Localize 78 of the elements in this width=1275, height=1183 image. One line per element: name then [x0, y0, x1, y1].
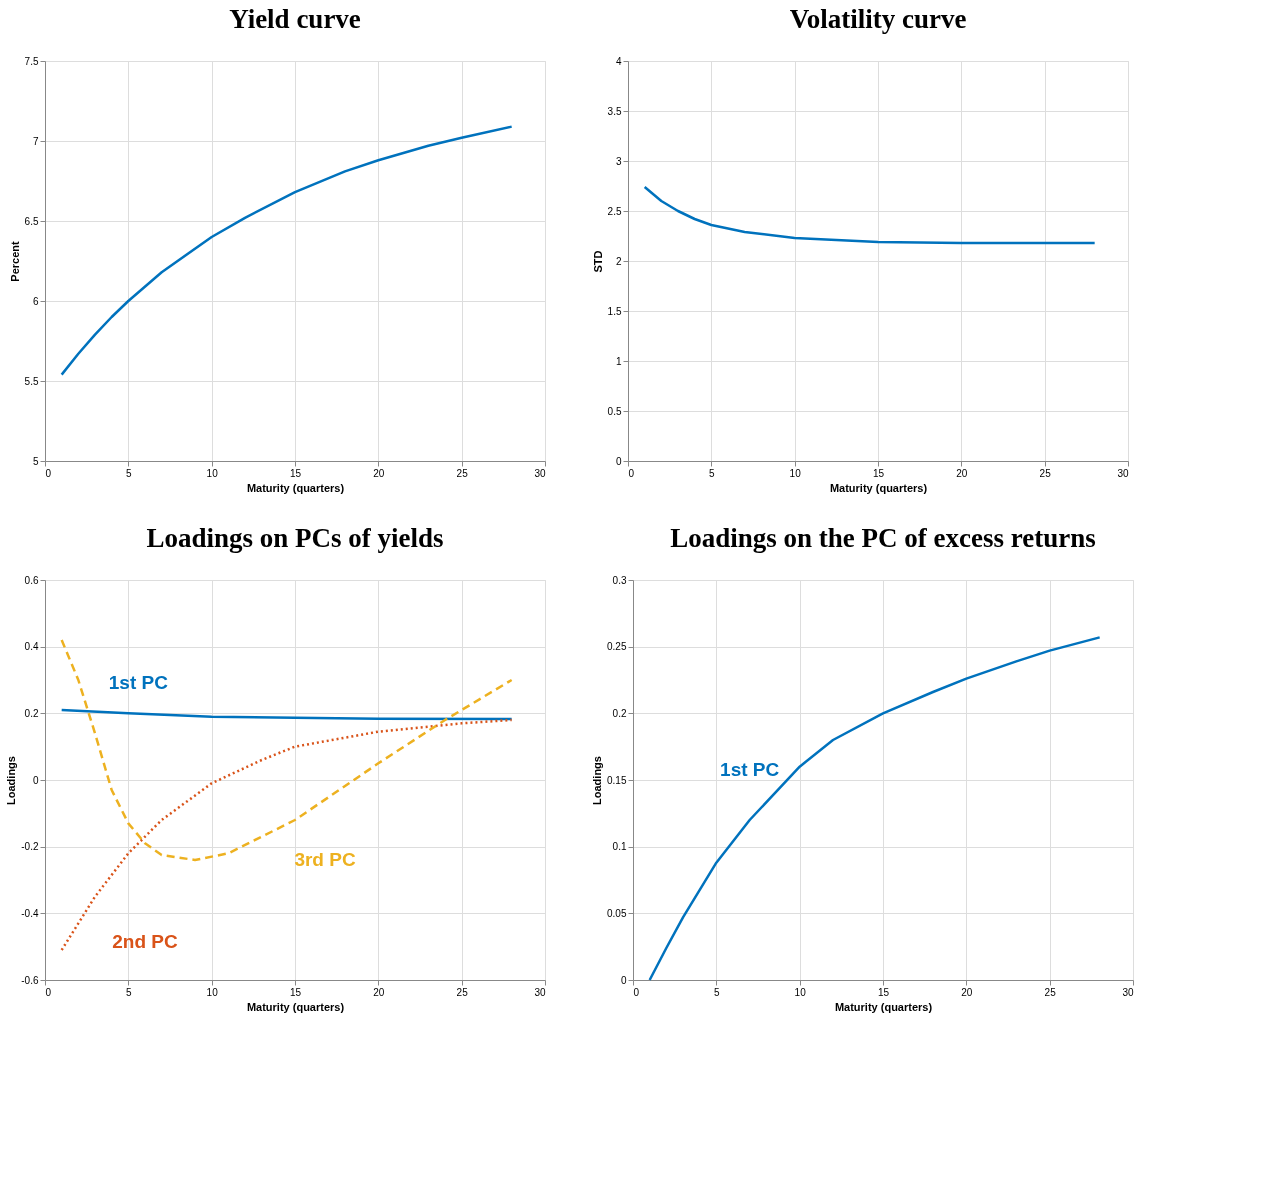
y-tick-label: 0.5 — [607, 405, 622, 417]
x-axis-title: Maturity (quarters) — [246, 481, 345, 494]
x-tick-label: 20 — [956, 467, 968, 479]
y-tick-label: 6 — [32, 295, 39, 307]
y-tick-label: 2 — [615, 255, 622, 267]
y-tick-label: -0.2 — [21, 841, 39, 853]
x-tick-label: 0 — [633, 986, 640, 998]
y-tick-label: 4 — [615, 55, 622, 67]
x-tick-label: 15 — [877, 986, 890, 998]
line-series — [60, 718, 513, 952]
x-tick-label: 0 — [45, 467, 52, 479]
line-series — [643, 185, 1096, 245]
y-tick-label: 3 — [615, 155, 622, 167]
y-axis-title: Loadings — [591, 756, 604, 805]
x-axis-title: Maturity (quarters) — [829, 481, 928, 494]
y-tick-label: 2.5 — [607, 205, 622, 217]
y-tick-label: 1 — [615, 355, 622, 367]
y-axis-title: Percent — [8, 240, 21, 282]
y-tick-label: 7 — [32, 135, 39, 147]
chart-title: Loadings on the PC of excess returns — [670, 523, 1096, 553]
y-axis-title: Loadings — [5, 756, 18, 805]
y-tick-label: 3.5 — [607, 105, 622, 117]
y-tick-label: -0.4 — [21, 907, 39, 919]
y-tick-label: 5.5 — [24, 375, 39, 387]
x-axis-title: Maturity (quarters) — [834, 1000, 933, 1013]
series-label: 3rd PC — [294, 849, 356, 870]
y-tick-label: 0 — [32, 774, 39, 786]
series-label: 2nd PC — [112, 930, 178, 952]
x-tick-label: 15 — [289, 467, 302, 479]
line-series — [60, 125, 513, 376]
x-tick-label: 5 — [126, 986, 133, 998]
x-tick-label: 15 — [289, 986, 302, 998]
y-tick-label: 0 — [615, 455, 622, 467]
y-tick-label: 0.6 — [24, 574, 39, 586]
x-tick-label: 10 — [789, 467, 802, 479]
x-tick-label: 25 — [456, 467, 469, 479]
x-tick-label: 25 — [1039, 467, 1052, 479]
y-tick-label: 0.25 — [607, 641, 627, 653]
y-tick-label: 0 — [620, 974, 627, 986]
y-tick-label: 0.2 — [24, 707, 39, 719]
x-tick-label: 30 — [534, 986, 546, 998]
y-tick-label: 5 — [32, 455, 39, 467]
y-tick-label: 1.5 — [607, 305, 622, 317]
chart-title: Yield curve — [229, 4, 361, 34]
y-axis-title: STD — [591, 250, 604, 273]
line-series — [60, 708, 513, 721]
y-tick-label: 0.15 — [607, 774, 627, 786]
line-series — [648, 636, 1101, 982]
x-tick-label: 0 — [628, 467, 635, 479]
x-tick-label: 25 — [456, 986, 469, 998]
x-tick-label: 30 — [1117, 467, 1129, 479]
chart-title: Loadings on PCs of yields — [146, 523, 444, 553]
chart-title: Volatility curve — [789, 4, 967, 34]
x-tick-label: 20 — [961, 986, 973, 998]
x-tick-label: 0 — [45, 986, 52, 998]
x-tick-label: 10 — [206, 467, 219, 479]
x-tick-label: 10 — [206, 986, 219, 998]
x-tick-label: 20 — [373, 467, 385, 479]
x-tick-label: 25 — [1044, 986, 1057, 998]
x-tick-label: 20 — [373, 986, 385, 998]
x-tick-label: 15 — [872, 467, 885, 479]
y-tick-label: 0.05 — [607, 907, 627, 919]
y-tick-label: 6.5 — [24, 215, 39, 227]
x-tick-label: 5 — [126, 467, 133, 479]
x-axis-title: Maturity (quarters) — [246, 1000, 345, 1013]
y-tick-label: 0.3 — [612, 574, 627, 586]
x-tick-label: 5 — [714, 986, 721, 998]
y-tick-label: 0.4 — [24, 641, 39, 653]
y-tick-label: 0.2 — [612, 707, 627, 719]
y-tick-label: -0.6 — [21, 974, 39, 986]
x-tick-label: 30 — [534, 467, 546, 479]
y-tick-label: 0.1 — [612, 841, 627, 853]
series-label: 1st PC — [720, 759, 780, 780]
x-tick-label: 30 — [1122, 986, 1134, 998]
x-tick-label: 10 — [794, 986, 807, 998]
y-tick-label: 7.5 — [24, 55, 39, 67]
series-label: 1st PC — [108, 672, 169, 694]
x-tick-label: 5 — [709, 467, 716, 479]
